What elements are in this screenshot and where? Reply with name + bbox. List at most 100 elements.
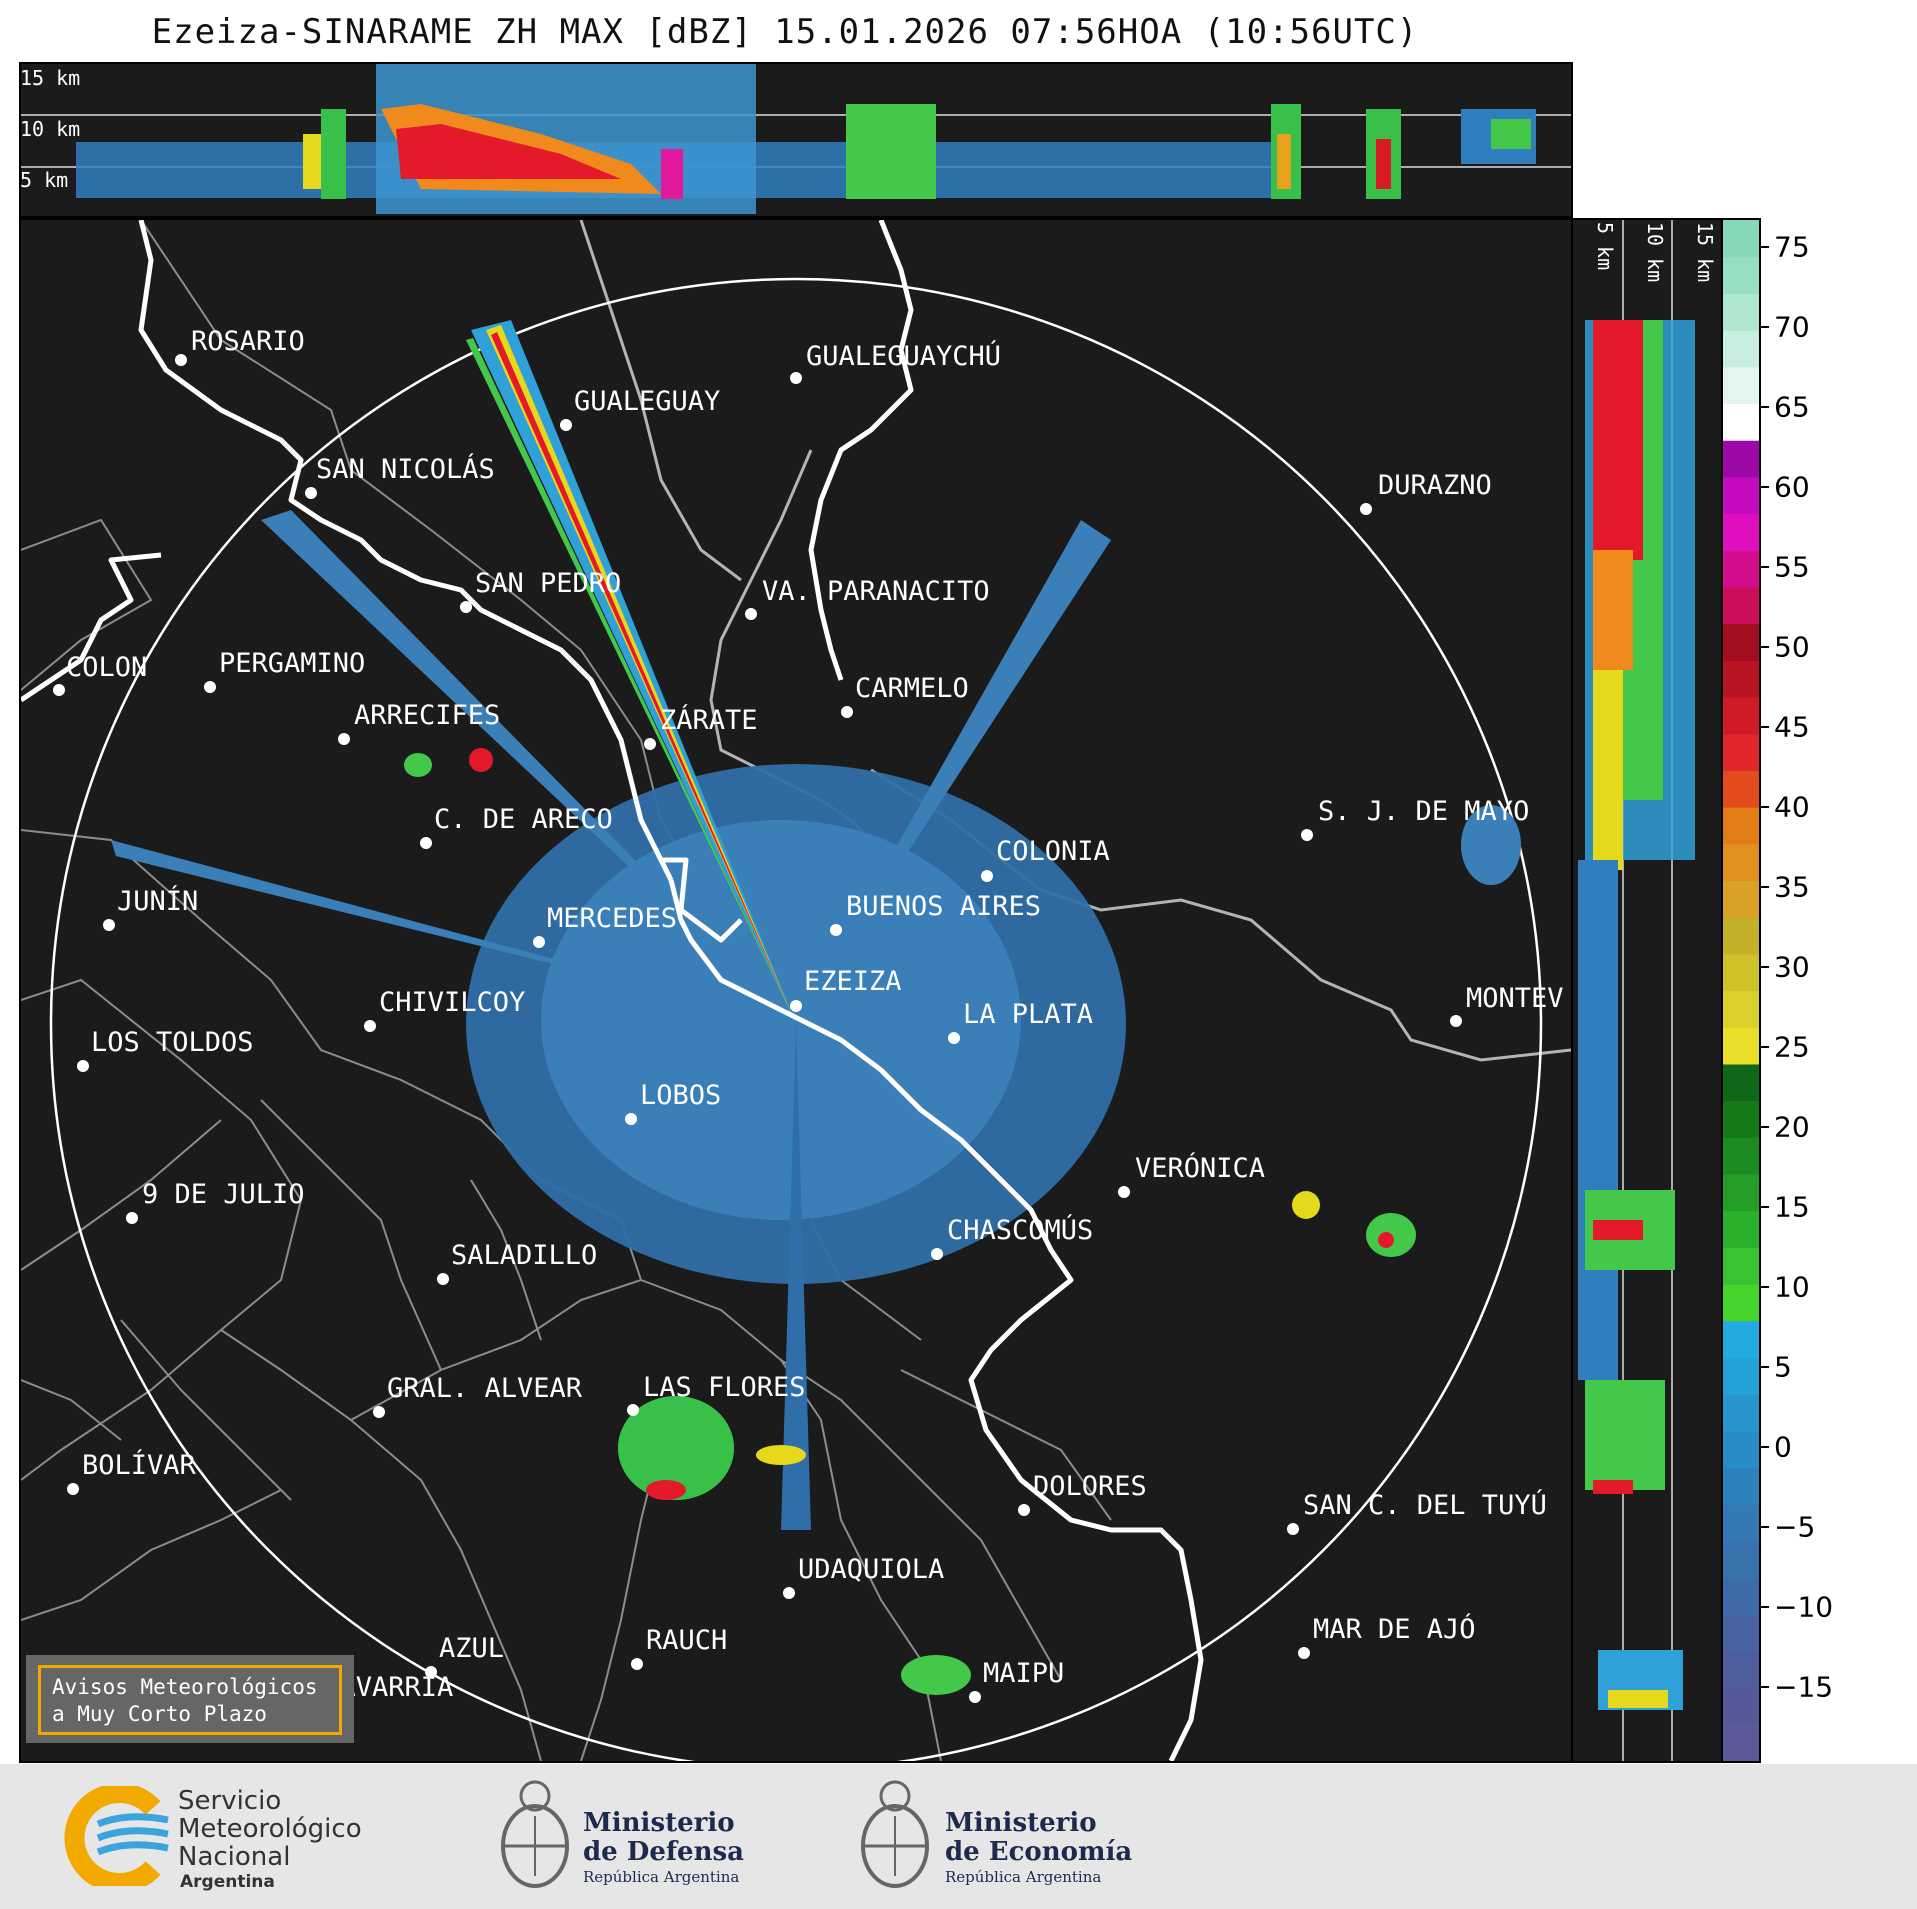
city-marker[interactable] [460, 601, 472, 613]
city-label: MERCEDES [547, 903, 677, 934]
city-label: GUALEGUAYCHÚ [806, 340, 1001, 372]
city-marker[interactable] [627, 1404, 639, 1416]
city-marker[interactable] [67, 1483, 79, 1495]
city-marker[interactable] [560, 419, 572, 431]
side-label-5: 5 km [1593, 222, 1617, 271]
city-label: JUNÍN [117, 885, 198, 917]
city-label: GUALEGUAY [574, 386, 720, 417]
city-marker[interactable] [1360, 503, 1372, 515]
city-marker[interactable] [533, 936, 545, 948]
city-marker[interactable] [420, 837, 432, 849]
city-label: ZÁRATE [660, 704, 758, 736]
city-marker[interactable] [830, 924, 842, 936]
coastline [21, 220, 1204, 1761]
city-marker[interactable] [126, 1212, 138, 1224]
colorbar-tick-label: −10 [1774, 1590, 1834, 1624]
city-marker[interactable] [625, 1113, 637, 1125]
city-marker[interactable] [931, 1248, 943, 1260]
colorbar-segment [1723, 1284, 1759, 1322]
city-marker[interactable] [948, 1032, 960, 1044]
colorbar-tick [1759, 1446, 1769, 1448]
city-label: 9 DE JULIO [142, 1179, 305, 1210]
colorbar-tick-label: −5 [1774, 1510, 1816, 1544]
warning-box-line2: a Muy Corto Plazo [52, 1702, 267, 1726]
colorbar-tick [1759, 1686, 1769, 1688]
city-marker[interactable] [1287, 1523, 1299, 1535]
city-label: LOS TOLDOS [91, 1027, 254, 1058]
city-label: SAN NICOLÁS [316, 453, 495, 485]
city-marker[interactable] [425, 1666, 437, 1678]
colorbar-segment [1723, 1687, 1759, 1725]
side-height-profile [1571, 218, 1723, 1763]
colorbar-tick [1759, 1286, 1769, 1288]
colorbar-segment [1723, 1724, 1759, 1762]
colorbar-segment [1723, 1357, 1759, 1395]
colorbar-segment [1723, 623, 1759, 661]
radar-range-ring [49, 277, 1543, 1761]
colorbar-segment [1723, 1100, 1759, 1138]
colorbar-tick [1759, 1126, 1769, 1128]
city-marker[interactable] [373, 1406, 385, 1418]
colorbar-tick-label: 45 [1774, 710, 1810, 744]
city-label: DOLORES [1033, 1471, 1147, 1502]
radar-map[interactable]: ROSARIO GUALEGUAYCHÚ GUALEGUAY SAN NICOLÁS D… [19, 218, 1573, 1763]
colorbar-segment [1723, 1430, 1759, 1469]
city-marker[interactable] [1298, 1647, 1310, 1659]
city-marker[interactable] [745, 608, 757, 620]
city-marker[interactable] [631, 1658, 643, 1670]
city-marker[interactable] [437, 1273, 449, 1285]
colorbar-segment [1723, 293, 1759, 331]
city-label: COLONIA [996, 836, 1110, 867]
colorbar-tick [1759, 726, 1769, 728]
city-label: SAN C. DEL TUYÚ [1303, 1489, 1547, 1521]
colorbar-tick [1759, 486, 1769, 488]
colorbar-tick-label: −15 [1774, 1670, 1834, 1704]
chart-title: Ezeiza-SINARAME ZH MAX [dBZ] 15.01.2026 … [151, 12, 1419, 52]
city-marker[interactable] [790, 1000, 802, 1012]
city-marker[interactable] [644, 738, 656, 750]
city-marker[interactable] [175, 354, 187, 366]
city-marker[interactable] [364, 1020, 376, 1032]
city-label: LOBOS [640, 1080, 721, 1111]
colorbar-segment [1723, 1650, 1759, 1689]
city-marker[interactable] [204, 681, 216, 693]
city-marker[interactable] [1118, 1186, 1130, 1198]
colorbar-segment [1723, 513, 1759, 551]
colorbar-segment [1723, 1614, 1759, 1652]
city-marker[interactable] [1018, 1504, 1030, 1516]
colorbar-segment [1723, 990, 1759, 1028]
colorbar-tick-label: 5 [1774, 1350, 1792, 1384]
city-marker[interactable] [981, 870, 993, 882]
city-marker[interactable] [305, 487, 317, 499]
city-marker[interactable] [103, 919, 115, 931]
city-marker[interactable] [1450, 1015, 1462, 1027]
city-marker[interactable] [783, 1587, 795, 1599]
colorbar-segment [1723, 1210, 1759, 1248]
city-label: SALADILLO [451, 1240, 597, 1271]
city-marker[interactable] [1301, 829, 1313, 841]
city-label: PERGAMINO [219, 648, 365, 679]
colorbar-segment [1723, 770, 1759, 808]
colorbar-tick [1759, 1366, 1769, 1368]
colorbar-segment [1723, 880, 1759, 918]
colorbar-tick-label: 0 [1774, 1430, 1792, 1464]
city-marker[interactable] [790, 372, 802, 384]
city-marker[interactable] [841, 706, 853, 718]
city-label: CHASCOMÚS [947, 1214, 1093, 1246]
colorbar-tick-label: 65 [1774, 390, 1810, 424]
city-label: AZUL [439, 1633, 504, 1664]
city-marker[interactable] [338, 733, 350, 745]
warning-box[interactable]: Avisos Meteorológicos a Muy Corto Plazo [26, 1655, 354, 1743]
colorbar-tick-label: 10 [1774, 1270, 1810, 1304]
city-label: CHIVILCOY [379, 987, 525, 1018]
colorbar-tick [1759, 246, 1769, 248]
city-marker[interactable] [969, 1691, 981, 1703]
city-marker[interactable] [53, 684, 65, 696]
city-marker[interactable] [77, 1060, 89, 1072]
colorbar-segment [1723, 403, 1759, 441]
colorbar-segment [1723, 696, 1759, 735]
colorbar-segment [1723, 1027, 1759, 1065]
colorbar-tick [1759, 406, 1769, 408]
colorbar-segment [1723, 1137, 1759, 1175]
colorbar-segment [1723, 1540, 1759, 1579]
